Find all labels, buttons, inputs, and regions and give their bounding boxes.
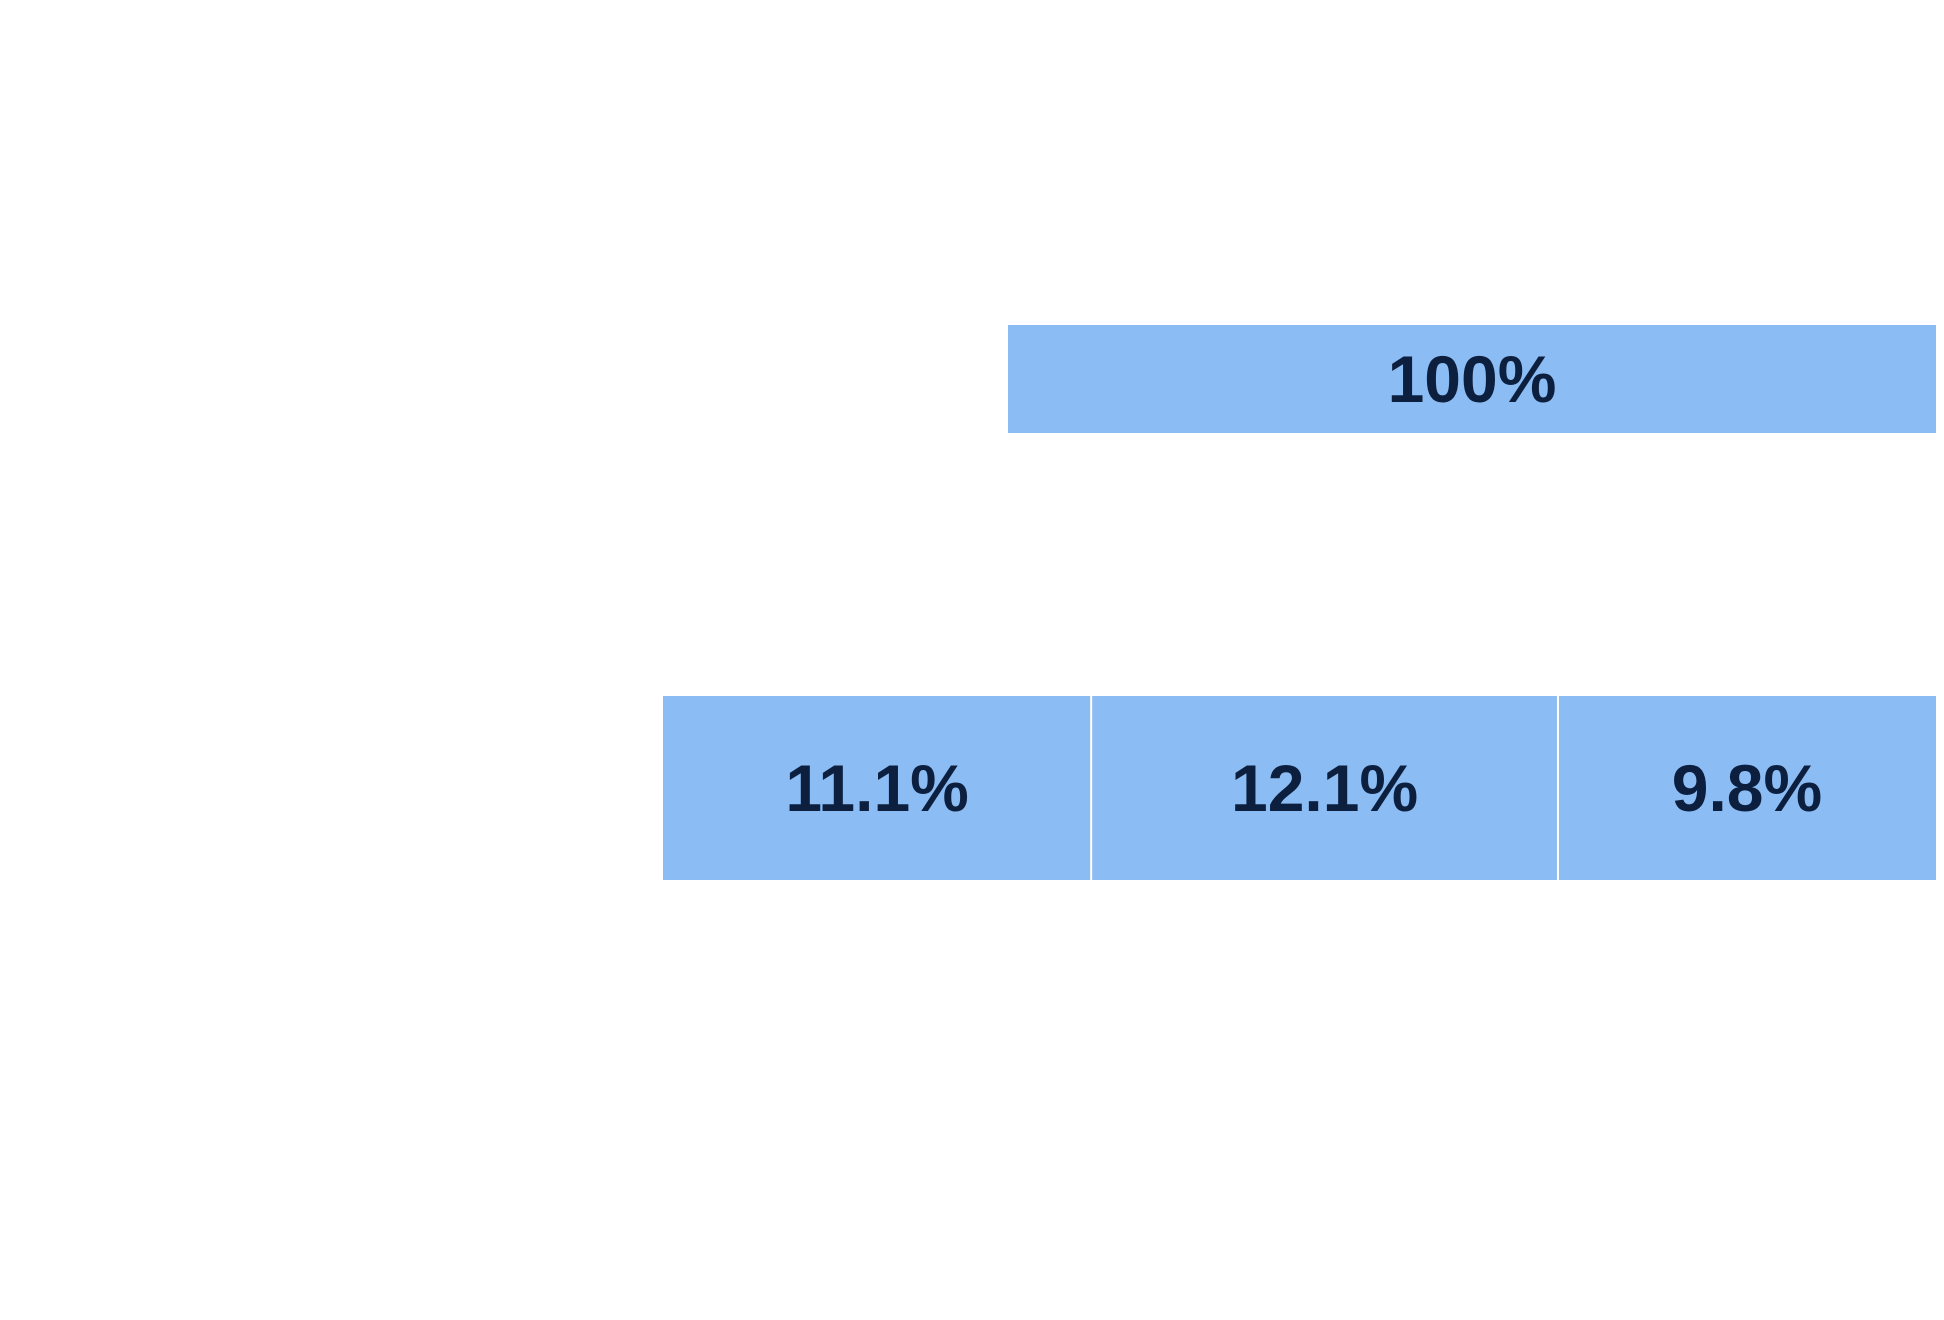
bar-segment: [1091, 696, 1558, 880]
bar-row: 100%: [1008, 325, 1936, 433]
data-label: 11.1%: [785, 751, 969, 825]
bar-segment: [1008, 325, 1936, 433]
bar-segment: [663, 696, 1092, 880]
data-label: 9.8%: [1672, 751, 1822, 825]
data-label: 12.1%: [1231, 751, 1418, 825]
bar-segment: [1557, 696, 1936, 880]
bar-row: 11.1% 12.1% 9.8%: [663, 696, 1936, 880]
data-label: 100%: [1388, 342, 1557, 416]
bar-rows: 100% 11.1% 12.1% 9.8%: [663, 325, 1936, 880]
